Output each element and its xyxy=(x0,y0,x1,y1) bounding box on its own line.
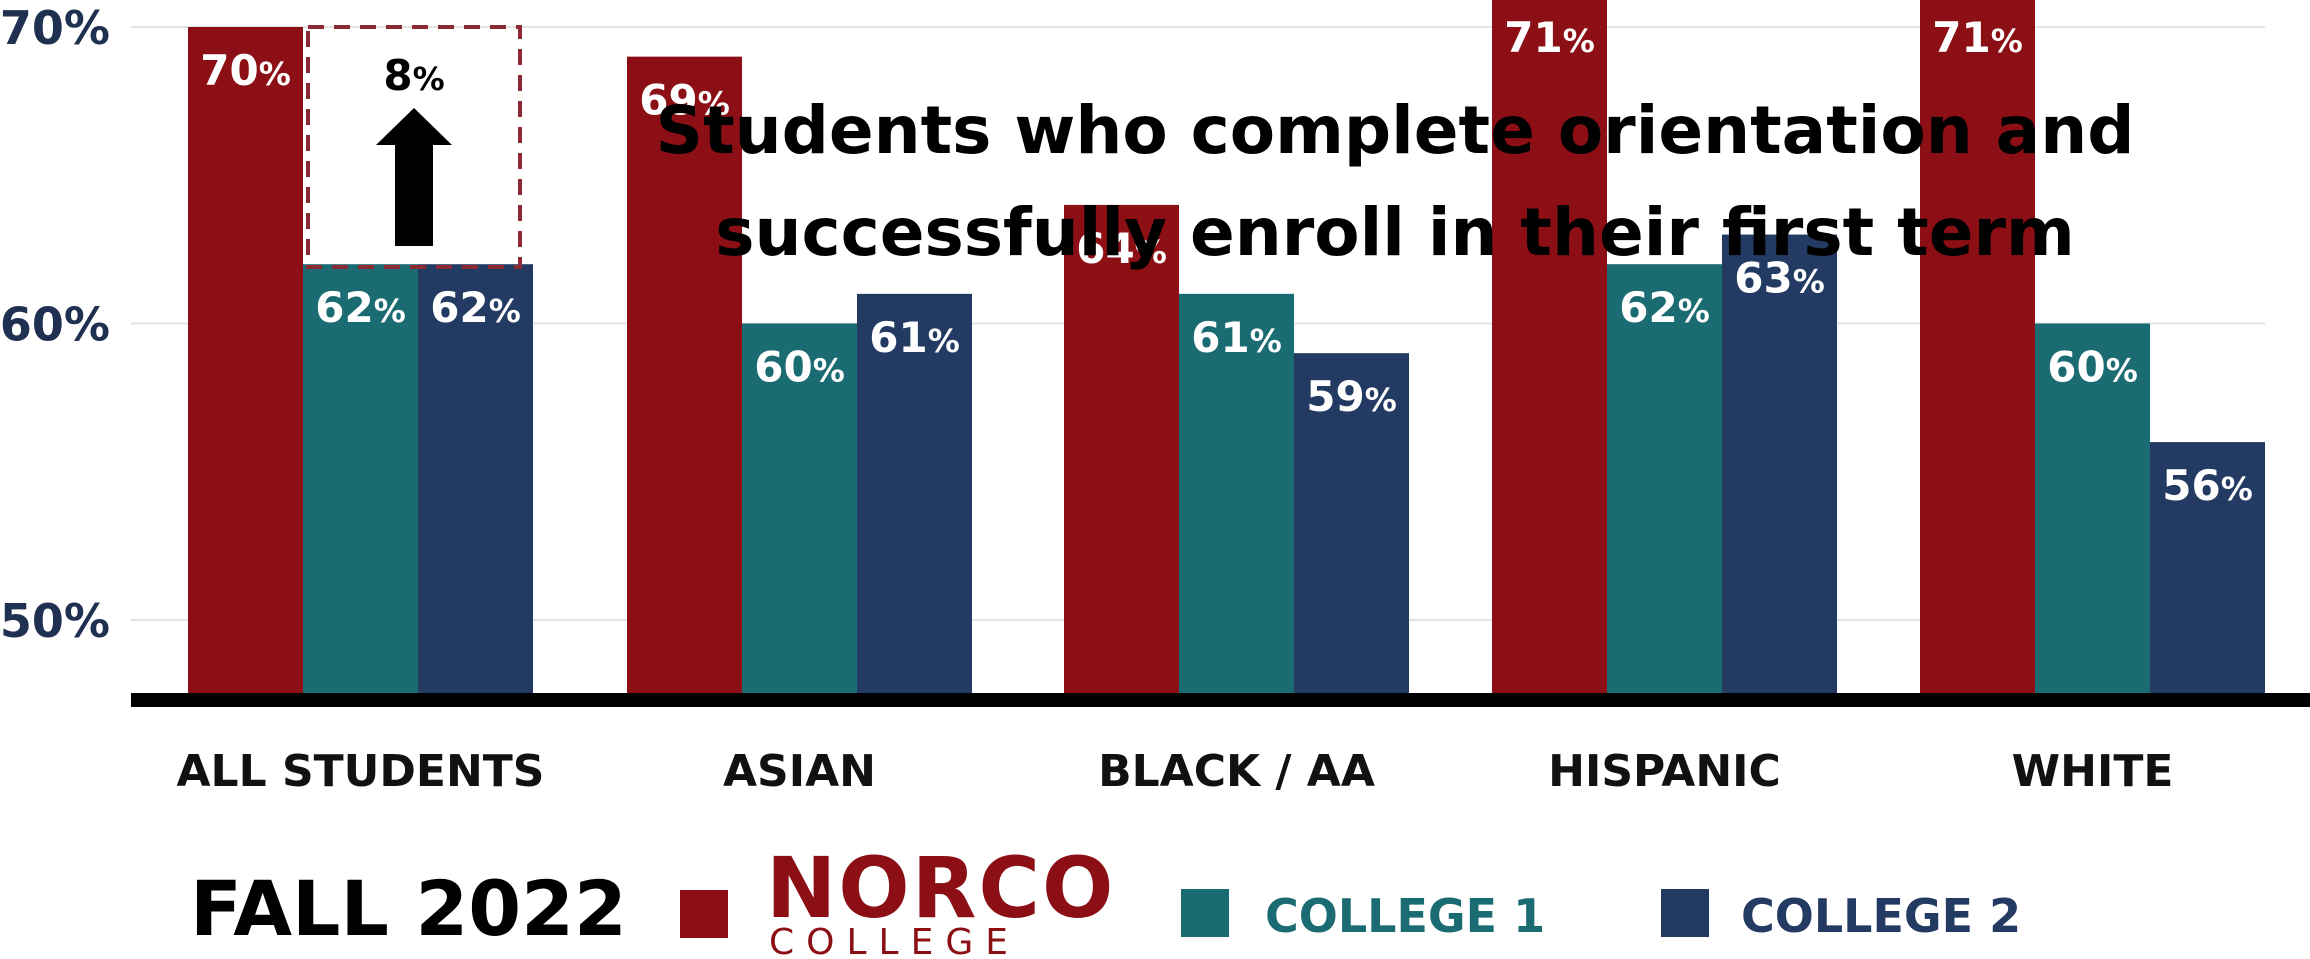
y-tick-label: 70% xyxy=(0,1,110,55)
data-label: 71% xyxy=(1932,13,2023,62)
data-label: 59% xyxy=(1306,372,1397,421)
data-label: 62% xyxy=(430,283,521,332)
data-labels: 70% 62% 62% 69% 60% 61% 64% 61% 59% 71% 62% 63% 71% 6… xyxy=(200,13,2253,510)
data-label: 71% xyxy=(1504,13,1595,62)
x-tick-label: ALL STUDENTS xyxy=(177,746,545,797)
legend-label-college-2: COLLEGE 2 xyxy=(1741,889,2021,943)
bar xyxy=(303,264,418,693)
data-label: 56% xyxy=(2162,461,2253,510)
legend-swatch-norco xyxy=(680,890,728,938)
bars xyxy=(188,0,2265,694)
bar xyxy=(2150,442,2265,693)
callout-annotation: 8% xyxy=(306,25,522,269)
data-label: 60% xyxy=(754,343,845,392)
data-label: 62% xyxy=(1619,283,1710,332)
bar xyxy=(742,323,857,693)
data-label: 69% xyxy=(639,76,730,125)
bar xyxy=(1722,234,1837,694)
chart-title: Students who complete orientation and su… xyxy=(656,92,2135,271)
data-label: 61% xyxy=(1191,313,1282,362)
chart-title-line-2: successfully enroll in their first term xyxy=(715,194,2075,271)
bar xyxy=(1607,264,1722,693)
bar xyxy=(1294,353,1409,693)
bar xyxy=(188,27,303,693)
data-label: 62% xyxy=(315,283,406,332)
legend-swatch-college-2 xyxy=(1661,889,1709,937)
y-tick-label: 50% xyxy=(0,594,110,648)
bar xyxy=(1064,204,1179,693)
norco-logo: NORCO xyxy=(766,839,1115,937)
x-axis: ALL STUDENTS ASIAN BLACK / AA HISPANIC WHITE xyxy=(177,746,2174,797)
callout-label: 8% xyxy=(383,51,444,100)
data-label: 63% xyxy=(1734,254,1825,303)
x-tick-label: BLACK / AA xyxy=(1098,746,1375,797)
x-tick-label: WHITE xyxy=(2012,746,2174,797)
bar xyxy=(1920,0,2035,693)
y-tick-label: 60% xyxy=(0,298,110,352)
data-label: 61% xyxy=(869,313,960,362)
bar xyxy=(418,264,533,693)
legend-label-college-1: COLLEGE 1 xyxy=(1265,889,1545,943)
x-tick-label: ASIAN xyxy=(723,746,876,797)
bar xyxy=(627,56,742,693)
bar xyxy=(2035,323,2150,693)
bar xyxy=(857,293,972,693)
bar xyxy=(1492,0,1607,693)
bar xyxy=(1179,293,1294,693)
data-label: 64% xyxy=(1076,224,1167,273)
up-arrow-icon xyxy=(376,108,452,246)
y-axis: 50% 60% 70% xyxy=(0,1,110,648)
chart-title-line-1: Students who complete orientation and xyxy=(656,92,2135,169)
season-label: FALL 2022 xyxy=(190,864,627,953)
norco-logo-sub: COLLEGE xyxy=(769,922,1020,959)
x-tick-label: HISPANIC xyxy=(1548,746,1781,797)
legend-swatch-college-1 xyxy=(1181,889,1229,937)
data-label: 70% xyxy=(200,46,291,95)
callout-box xyxy=(306,25,522,269)
data-label: 60% xyxy=(2047,343,2138,392)
